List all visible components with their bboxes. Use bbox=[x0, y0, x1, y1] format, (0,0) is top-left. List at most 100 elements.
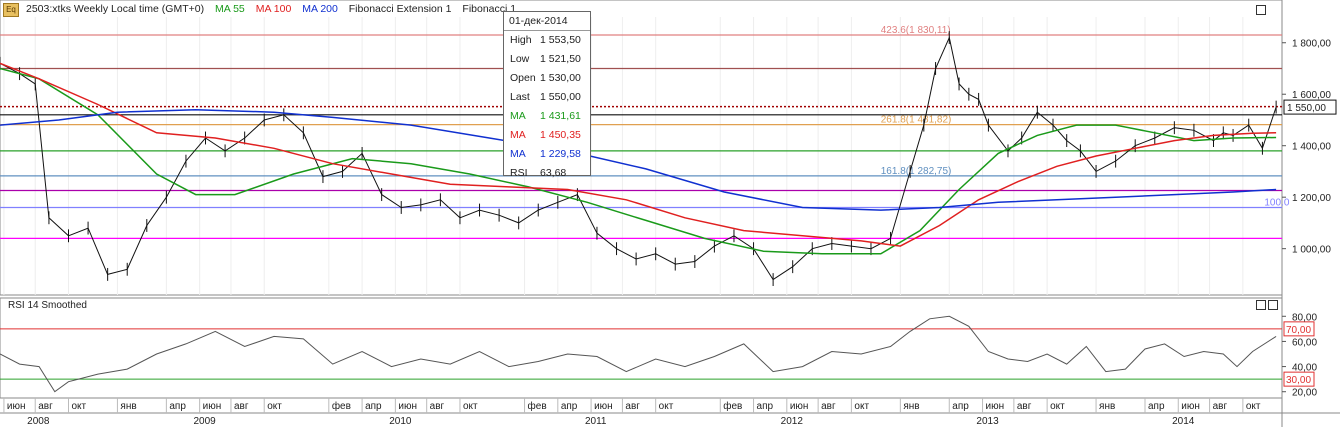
month-label: фев bbox=[723, 400, 742, 412]
year-label: 2011 bbox=[585, 416, 607, 427]
tooltip-row: High 1 553,50 bbox=[504, 31, 590, 50]
y-tick-label: 1 000,00 bbox=[1292, 245, 1331, 256]
level-label: 261.8(1 481,82) bbox=[881, 115, 952, 126]
month-label: окт bbox=[1246, 401, 1261, 412]
ma-series-line bbox=[0, 62, 1277, 247]
ma100-legend[interactable]: MA 100 bbox=[255, 3, 292, 15]
month-label: апр bbox=[561, 401, 578, 412]
year-label: 2008 bbox=[27, 416, 50, 427]
ma200-legend[interactable]: MA 200 bbox=[302, 3, 338, 15]
instrument-icon[interactable]: Eq bbox=[3, 3, 19, 17]
month-label: апр bbox=[365, 401, 382, 412]
month-label: апр bbox=[169, 401, 186, 412]
rsi-level-box bbox=[1283, 321, 1315, 337]
month-label: авг bbox=[821, 401, 836, 412]
tooltip-key: RSI bbox=[510, 167, 528, 179]
month-label: июн bbox=[1181, 401, 1200, 412]
month-label: янв bbox=[1099, 401, 1115, 412]
tooltip-row: RSI 63,68 bbox=[504, 164, 590, 183]
y-tick-label: 1 600,00 bbox=[1292, 90, 1331, 101]
tooltip-row: MA 1 450,35 bbox=[504, 126, 590, 145]
fib-extension-legend[interactable]: Fibonacci Extension 1 bbox=[348, 3, 452, 15]
tooltip-value: 1 553,50 bbox=[540, 34, 581, 46]
tooltip-key: Last bbox=[510, 91, 530, 103]
maximize-price-pane-button[interactable] bbox=[1256, 5, 1266, 15]
year-label: 2013 bbox=[976, 416, 999, 427]
rsi-series bbox=[0, 315, 1277, 393]
rsi-y-tick-label: 20,00 bbox=[1292, 388, 1317, 399]
year-label: 2010 bbox=[389, 416, 412, 427]
rsi-pane-title[interactable]: RSI 14 Smoothed bbox=[8, 300, 87, 311]
y-tick-label: 1 800,00 bbox=[1292, 39, 1331, 50]
month-label: июн bbox=[203, 401, 222, 412]
month-label: апр bbox=[757, 401, 774, 412]
tooltip-row: MA 1 431,61 bbox=[504, 107, 590, 126]
month-label: апр bbox=[952, 401, 969, 412]
level-label: 161.8(1 282,75) bbox=[881, 166, 952, 177]
month-label: авг bbox=[38, 401, 53, 412]
tooltip-key: Open bbox=[510, 72, 536, 84]
maximize-rsi-pane-button[interactable] bbox=[1256, 300, 1266, 310]
data-tooltip: 01-дек-2014 High 1 553,50 Low 1 521,50 Open 1… bbox=[503, 11, 591, 179]
month-label: окт bbox=[659, 401, 674, 412]
month-label: окт bbox=[463, 401, 478, 412]
month-label: окт bbox=[854, 401, 869, 412]
year-label: 2012 bbox=[781, 416, 804, 427]
rsi-pane-frame bbox=[0, 297, 1283, 399]
month-label: авг bbox=[1017, 401, 1032, 412]
tooltip-key: Low bbox=[510, 53, 530, 65]
month-label: янв bbox=[120, 401, 136, 412]
rsi-level-label: 70,00 bbox=[1286, 325, 1311, 336]
month-label: авг bbox=[625, 401, 640, 412]
close-rsi-pane-button[interactable] bbox=[1268, 300, 1278, 310]
level-label: 100.0 bbox=[1264, 197, 1289, 208]
month-label: авг bbox=[430, 401, 445, 412]
tooltip-date: 01-дек-2014 bbox=[504, 12, 590, 31]
month-label: июн bbox=[7, 401, 26, 412]
month-label: июн bbox=[790, 401, 809, 412]
month-label: июн bbox=[986, 401, 1005, 412]
rsi-level-box bbox=[1283, 371, 1315, 387]
ma-series-line bbox=[0, 67, 1277, 255]
last-value-box bbox=[1283, 99, 1337, 115]
y-tick-label: 1 400,00 bbox=[1292, 142, 1331, 153]
tooltip-row: Low 1 521,50 bbox=[504, 50, 590, 69]
month-label: июн bbox=[594, 401, 613, 412]
last-value-label: 1 550,00 bbox=[1287, 103, 1326, 114]
ma55-legend[interactable]: MA 55 bbox=[215, 3, 245, 15]
month-label: апр bbox=[1148, 401, 1165, 412]
tooltip-value: 63,68 bbox=[540, 167, 567, 179]
tooltip-key: MA bbox=[510, 129, 526, 141]
tooltip-key: MA bbox=[510, 148, 526, 160]
month-label: авг bbox=[234, 401, 249, 412]
price-pane-frame bbox=[0, 0, 1283, 296]
level-label: 423.6(1 830,11) bbox=[881, 25, 951, 36]
month-label: авг bbox=[1213, 401, 1228, 412]
ma-series-line bbox=[0, 108, 1277, 211]
month-label: июн bbox=[398, 401, 417, 412]
tooltip-value: 1 550,00 bbox=[540, 91, 581, 103]
month-label: окт bbox=[72, 401, 87, 412]
tooltip-key: High bbox=[510, 34, 532, 46]
year-label: 2009 bbox=[194, 416, 217, 427]
rsi-y-tick-label: 60,00 bbox=[1292, 337, 1317, 348]
year-label: 2014 bbox=[1172, 416, 1195, 427]
y-tick-label: 1 200,00 bbox=[1292, 193, 1331, 204]
month-label: фев bbox=[528, 400, 547, 412]
month-label: окт bbox=[1050, 401, 1065, 412]
rsi-y-tick-label: 80,00 bbox=[1292, 312, 1317, 323]
chart-header: 2503:xtks Weekly Local time (GMT+0) MA 5… bbox=[26, 2, 524, 16]
month-label: окт bbox=[267, 401, 282, 412]
month-label: фев bbox=[332, 400, 351, 412]
tooltip-value: 1 431,61 bbox=[540, 110, 581, 122]
fibonacci-legend[interactable]: Fibonacci 1 bbox=[462, 3, 517, 15]
rsi-y-tick-label: 40,00 bbox=[1292, 363, 1317, 374]
tooltip-value: 1 450,35 bbox=[540, 129, 581, 141]
tooltip-value: 1 229,58 bbox=[540, 148, 581, 160]
symbol-label[interactable]: 2503:xtks Weekly Local time (GMT+0) bbox=[26, 3, 205, 15]
tooltip-value: 1 521,50 bbox=[540, 53, 581, 65]
tooltip-key: MA bbox=[510, 110, 526, 122]
rsi-level-label: 30,00 bbox=[1286, 375, 1311, 386]
